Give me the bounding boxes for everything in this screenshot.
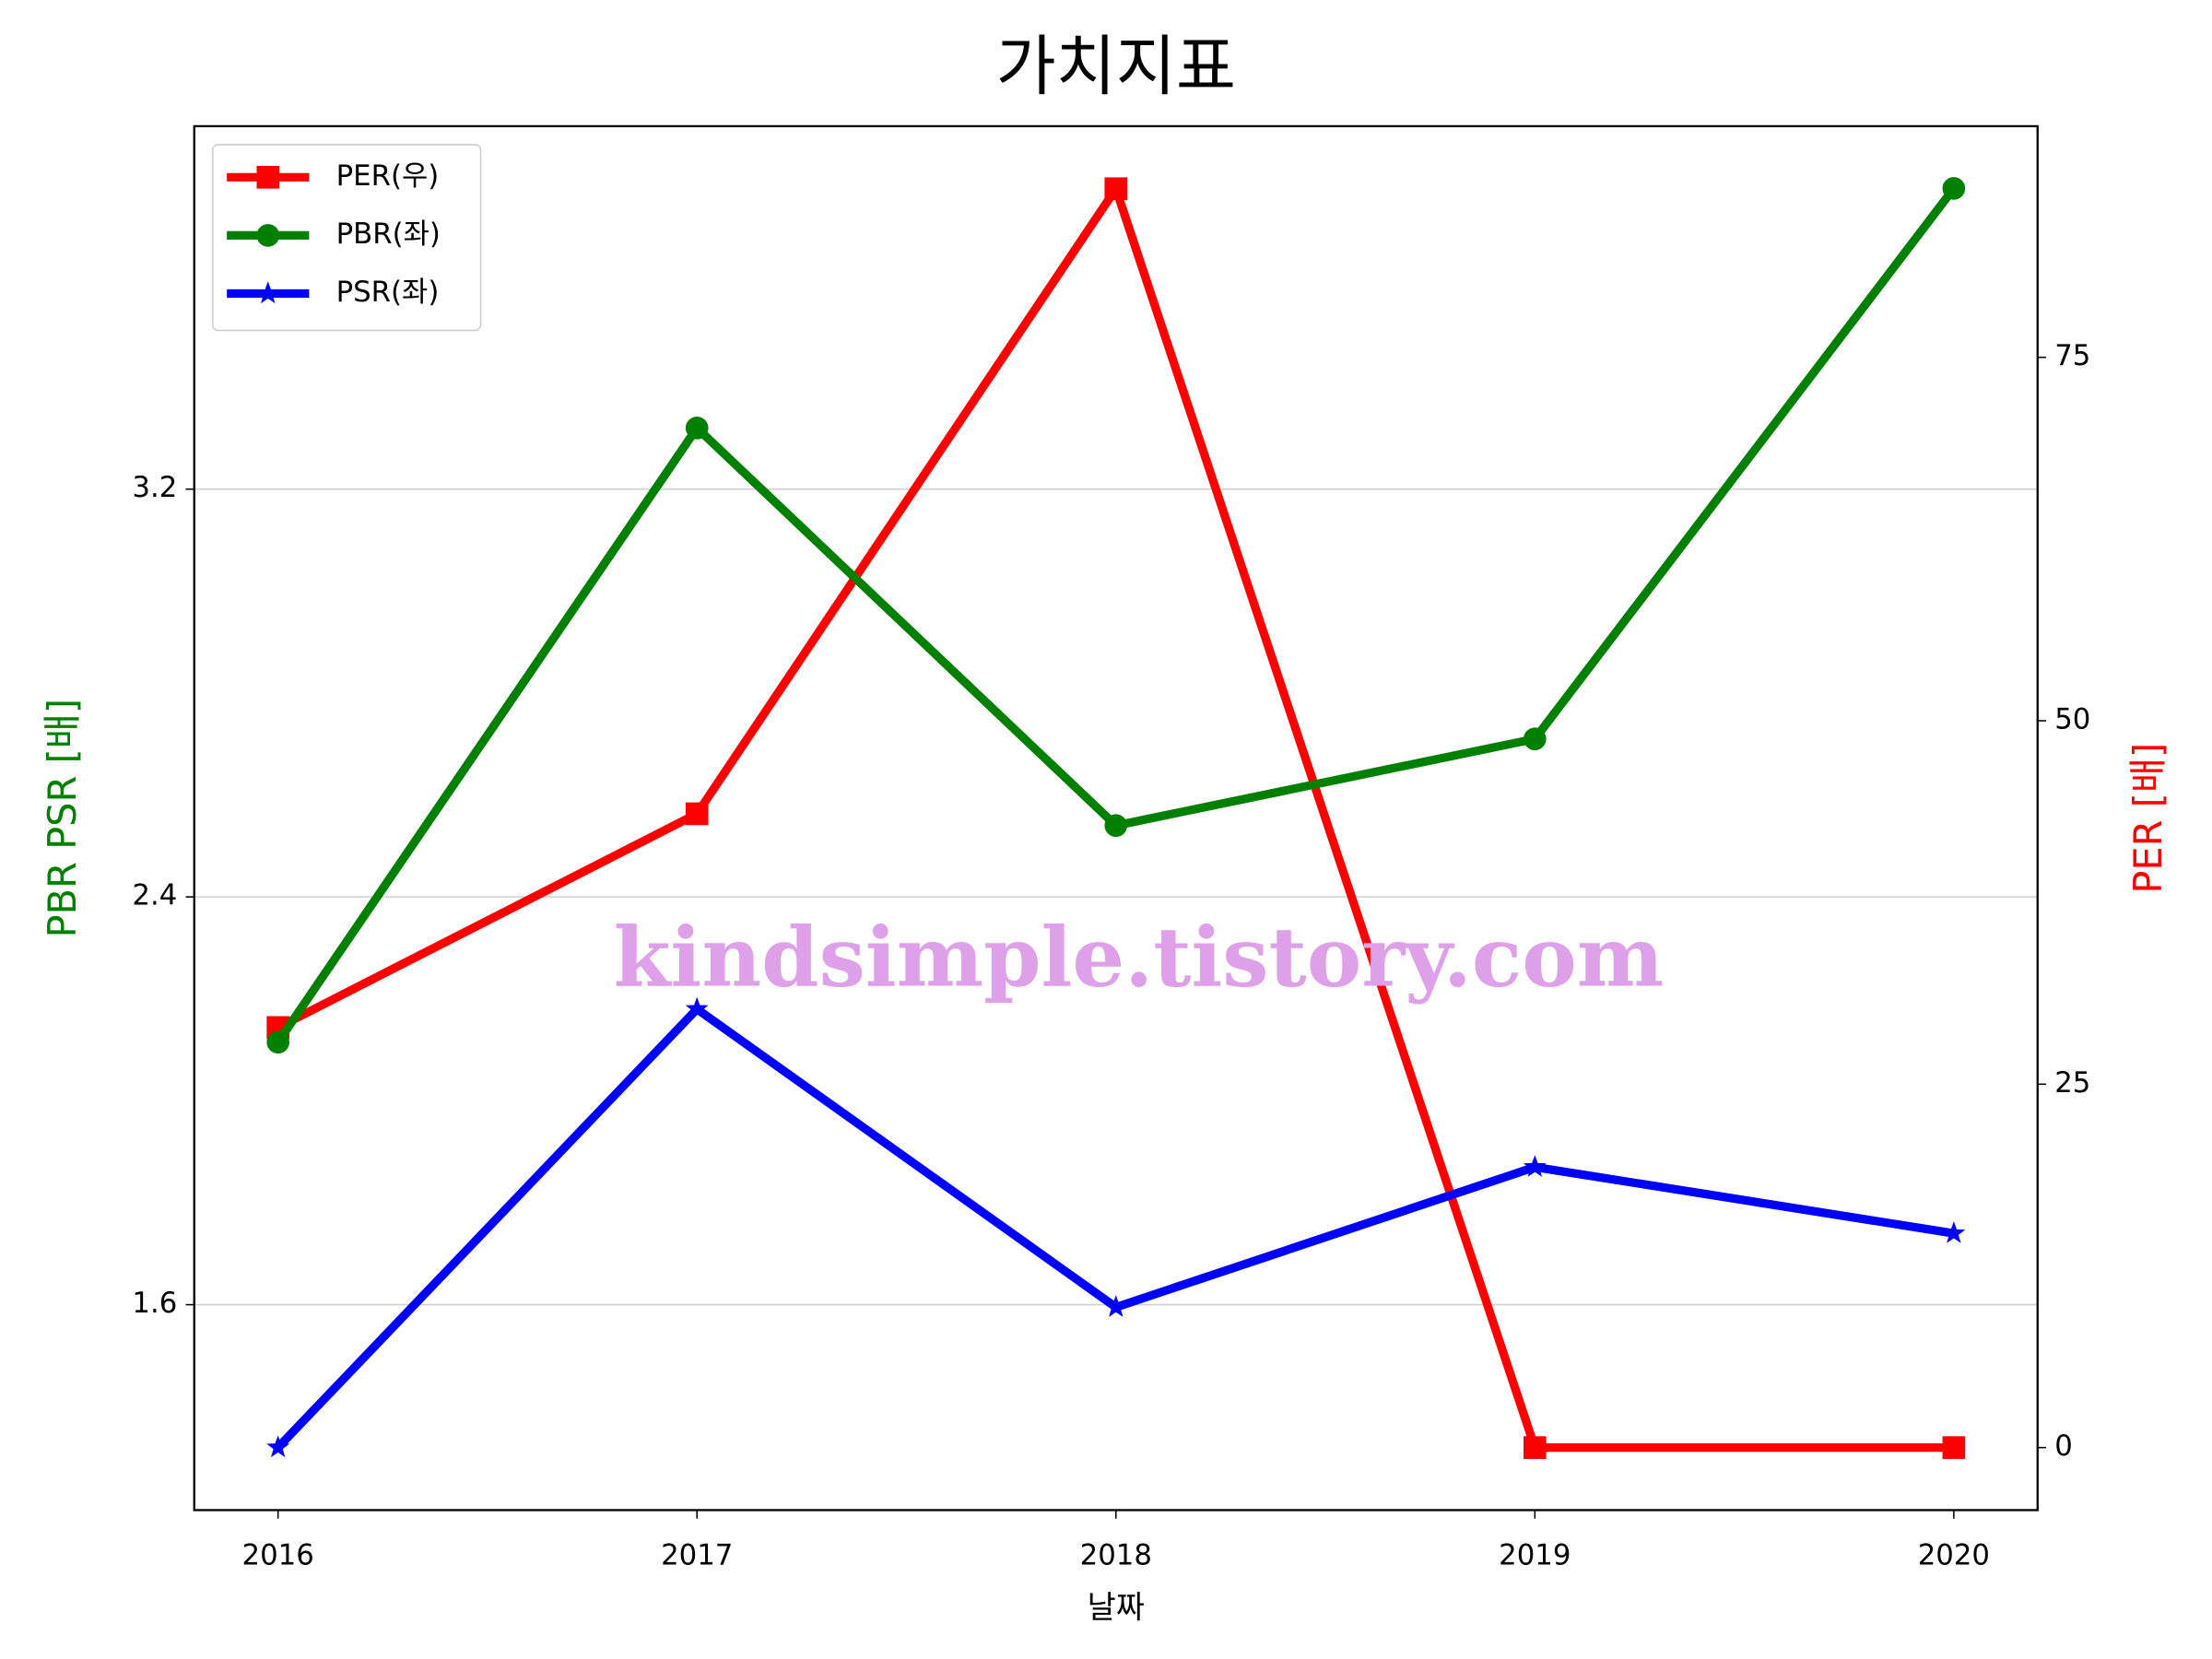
marker (685, 996, 709, 1019)
marker (1524, 727, 1547, 751)
series (266, 177, 1966, 1054)
marker (256, 224, 280, 247)
y-tick-label: 2.4 (132, 879, 177, 912)
x-tick-label: 2020 (1918, 1539, 1990, 1572)
legend-box (212, 144, 482, 332)
y-tick-label: 3.2 (132, 471, 177, 504)
marker (1523, 1155, 1547, 1177)
legend: PER(우) PBR(좌) PSR(좌) (212, 144, 482, 332)
marker (256, 281, 280, 304)
marker (266, 1435, 290, 1458)
x-tick-label: 2018 (1080, 1539, 1152, 1572)
marker (685, 417, 709, 440)
marker (1942, 1221, 1966, 1243)
marker (1104, 1295, 1128, 1317)
y-axis-label: PBR PSR [배] (40, 699, 85, 938)
x-tick-label: 2017 (661, 1539, 733, 1572)
y2-tick-label: 25 (2054, 1066, 2090, 1100)
marker (1104, 177, 1128, 201)
x-tick-label: 2016 (242, 1539, 314, 1572)
line (275, 1005, 1955, 1451)
legend-label: PSR(좌) (336, 276, 440, 309)
y2-axis-label: PER [배] (2125, 743, 2171, 894)
legend-label: PBR(좌) (336, 218, 441, 251)
marker (1942, 177, 1966, 200)
marker (256, 166, 280, 189)
marker (1942, 1436, 1966, 1459)
marker (266, 1030, 289, 1054)
marker (1524, 1436, 1547, 1459)
y2-tick-label: 50 (2054, 703, 2090, 736)
chart-title: 가치지표 (996, 28, 1236, 104)
series (266, 177, 1966, 1459)
marker (685, 802, 709, 826)
y2-tick-label: 0 (2054, 1430, 2073, 1463)
x-tick-label: 2019 (1499, 1539, 1571, 1572)
plot-frame (193, 124, 2039, 1512)
legend-label: PER(우) (336, 159, 440, 193)
y-tick-label: 1.6 (132, 1287, 177, 1320)
marker (1104, 814, 1128, 838)
x-axis-label: 날짜 (1088, 1590, 1145, 1626)
series (266, 996, 1966, 1458)
watermark: kindsimple.tistory.com (614, 910, 1665, 1006)
y2-tick-label: 75 (2054, 339, 2090, 372)
